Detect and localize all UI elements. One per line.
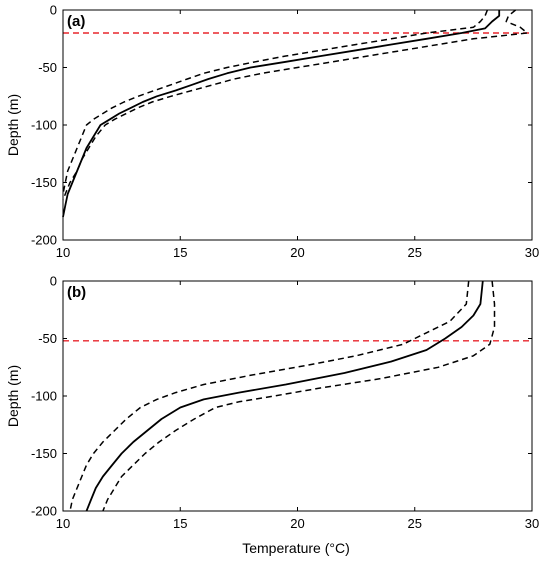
y-tick-label-a: -100 (31, 118, 57, 133)
x-tick-label-a: 25 (408, 245, 422, 260)
y-tick-label-a: -50 (38, 60, 57, 75)
y-tick-label-b: -150 (31, 446, 57, 461)
y-tick-label-b: -50 (38, 331, 57, 346)
x-axis-title: Temperature (°C) (242, 540, 350, 556)
x-tick-label-b: 25 (408, 516, 422, 531)
axes-frame-b (62, 280, 533, 512)
y-tick-label-b: -100 (31, 389, 57, 404)
x-tick-label-a: 30 (525, 245, 539, 260)
y-tick-label-a: -150 (31, 175, 57, 190)
series-mean-a (62, 10, 501, 218)
x-tick-label-b: 10 (56, 516, 70, 531)
panel-a: 10 15 20 25 30 0 -50 -100 -150 -200 (a) (31, 3, 539, 261)
x-tick-label-b: 30 (525, 516, 539, 531)
y-axis-title-b: Depth (m) (5, 365, 21, 427)
x-tick-label-a: 10 (56, 245, 70, 260)
series-upper-b (102, 280, 496, 512)
panel-label-b: (b) (67, 284, 86, 301)
series-mean-b (85, 280, 484, 512)
y-tick-label-a: 0 (50, 3, 57, 18)
x-tick-label-b: 15 (173, 516, 187, 531)
series-lower-a (62, 9, 489, 195)
panel-b: 10 15 20 25 30 0 -50 -100 -150 -200 (b) (31, 274, 539, 532)
y-tick-label-b: 0 (50, 274, 57, 289)
y-tick-label-b: -200 (31, 504, 57, 519)
y-axis-title-a: Depth (m) (5, 94, 21, 156)
panel-label-a: (a) (67, 13, 85, 30)
y-tick-label-a: -200 (31, 233, 57, 248)
x-tick-label-a: 20 (290, 245, 304, 260)
series-lower-b (69, 280, 470, 512)
axes-frame-a (62, 9, 533, 241)
series-upper-a (62, 9, 529, 201)
x-tick-label-a: 15 (173, 245, 187, 260)
x-tick-label-b: 20 (290, 516, 304, 531)
